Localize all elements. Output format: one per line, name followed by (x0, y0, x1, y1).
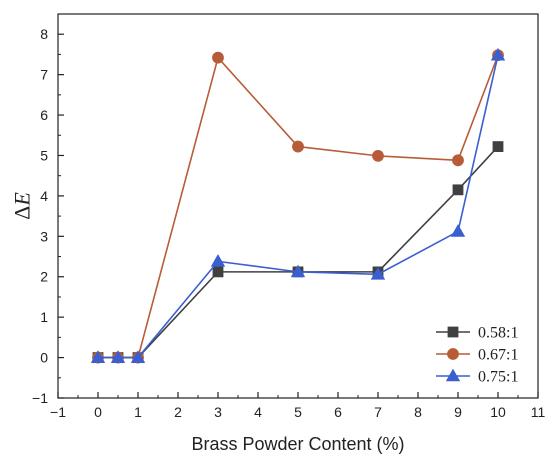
data-point (90, 350, 106, 363)
y-tick-label: 3 (40, 228, 48, 244)
legend-item-1: 0.58:1 (436, 325, 518, 342)
series-line (98, 146, 499, 359)
x-tick-label: 6 (334, 404, 342, 420)
legend-label: 0.75:1 (478, 369, 518, 386)
data-point (212, 266, 224, 278)
data-point (490, 47, 506, 61)
data-point (452, 154, 464, 167)
x-axis-title: Brass Powder Content (%) (191, 434, 404, 454)
data-point (290, 264, 306, 278)
x-tick-label: 4 (254, 404, 262, 420)
x-tick-label: 11 (531, 404, 546, 420)
legend-marker (447, 348, 459, 360)
legend-marker (445, 368, 461, 382)
x-tick-label: 2 (174, 404, 182, 420)
legend-label: 0.67:1 (478, 347, 518, 364)
y-axis-title-prefix: Δ (10, 206, 35, 220)
x-tick-label: 1 (134, 404, 142, 420)
y-tick-label: 1 (40, 309, 48, 325)
y-tick-label: 5 (40, 147, 48, 163)
legend-item-3: 0.75:1 (436, 369, 518, 386)
data-point (210, 254, 226, 267)
data-point (292, 140, 304, 153)
series-layer (90, 47, 506, 364)
plot-frame (57, 13, 539, 399)
series-1 (92, 141, 504, 363)
x-tick-label: 5 (294, 404, 302, 420)
x-tick-label: 7 (374, 404, 382, 420)
legend-item-2: 0.67:1 (436, 347, 518, 364)
y-tick-label: 6 (40, 107, 48, 123)
series-line (98, 54, 499, 359)
y-tick-label: 8 (40, 26, 48, 42)
data-point (492, 141, 504, 152)
y-tick-label: 7 (40, 67, 48, 83)
y-axis-title-variable: E (10, 192, 35, 207)
legend-marker (447, 326, 459, 338)
data-point (450, 224, 466, 237)
data-point (212, 51, 224, 64)
series-line (98, 55, 499, 359)
y-tick-label: 0 (40, 350, 48, 366)
x-tick-label: 9 (454, 404, 462, 420)
data-point (130, 350, 146, 363)
y-tick-label: 4 (40, 188, 48, 204)
data-point (372, 149, 384, 162)
x-tick-label: 10 (490, 404, 506, 420)
data-point (452, 184, 464, 196)
series-3 (90, 47, 506, 363)
axes: −1 0 1 2 3 4 5 6 7 8 9 10 11 −1 0 1 2 3 4 5 6 7 8 (32, 13, 546, 420)
x-tick-label: 3 (214, 404, 222, 420)
y-axis-title: ΔE (10, 192, 35, 220)
x-tick-label: 0 (94, 404, 102, 420)
y-tick-label: −1 (32, 390, 48, 406)
legend: 0.58:1 0.67:1 0.75:1 (436, 325, 518, 386)
legend-label: 0.58:1 (478, 325, 518, 342)
data-point (370, 267, 386, 280)
y-tick-label: 2 (40, 269, 48, 285)
data-point (110, 350, 126, 363)
x-tick-label: 8 (414, 404, 422, 420)
x-tick-label: −1 (50, 404, 66, 420)
